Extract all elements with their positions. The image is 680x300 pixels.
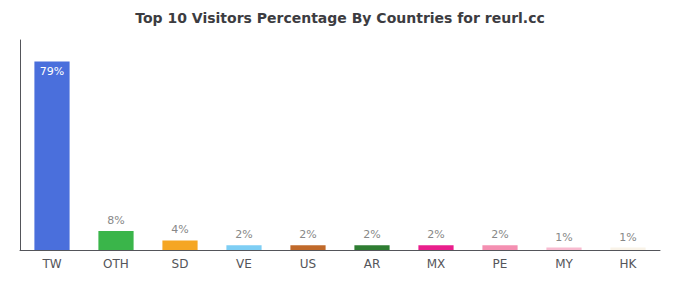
svg-text:79%: 79% [40,65,64,78]
svg-text:SD: SD [172,257,189,271]
svg-text:TW: TW [41,257,61,271]
svg-text:2%: 2% [363,228,380,241]
svg-text:OTH: OTH [103,257,129,271]
svg-text:US: US [300,257,316,271]
svg-text:2%: 2% [235,228,252,241]
svg-text:2%: 2% [299,228,316,241]
svg-text:MX: MX [427,257,446,271]
svg-text:8%: 8% [107,214,124,227]
svg-text:4%: 4% [171,223,188,236]
svg-text:HK: HK [620,257,638,271]
svg-text:MY: MY [555,257,573,271]
svg-text:Top 10 Visitors Percentage By: Top 10 Visitors Percentage By Countries … [135,10,545,26]
svg-text:1%: 1% [619,231,636,244]
svg-text:1%: 1% [555,231,572,244]
svg-text:2%: 2% [491,228,508,241]
svg-text:PE: PE [493,257,508,271]
svg-text:2%: 2% [427,228,444,241]
svg-text:AR: AR [364,257,381,271]
svg-text:VE: VE [236,257,252,271]
